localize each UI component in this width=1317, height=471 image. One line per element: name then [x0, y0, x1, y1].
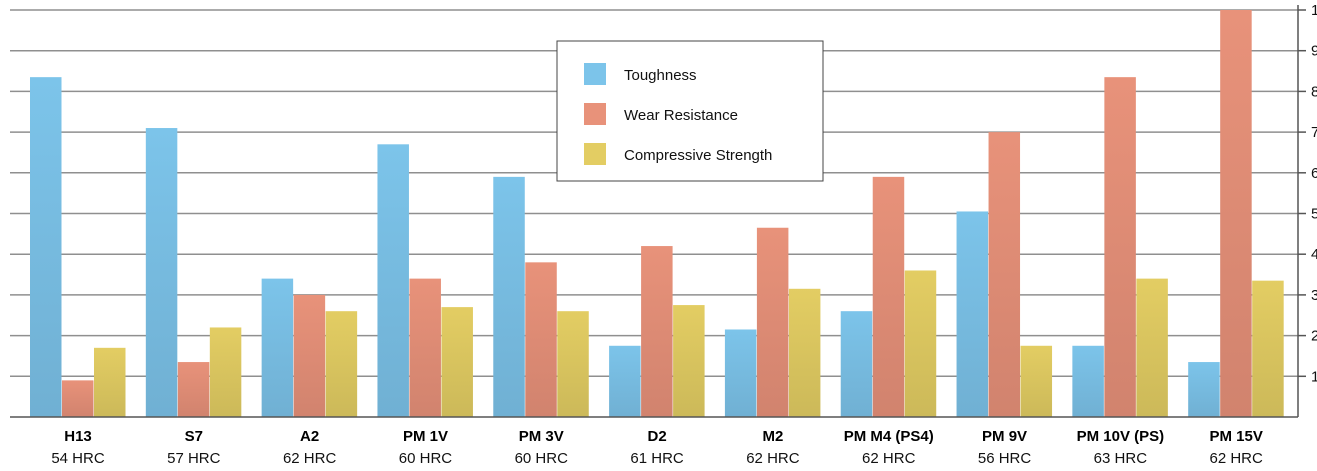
bar-wear-resistance-s7	[177, 362, 210, 417]
y-tick-label: 1	[1311, 368, 1317, 385]
bar-wear-resistance-pm-10v-ps-	[1104, 77, 1136, 417]
category-label: PM 1V	[403, 428, 448, 445]
y-tick-label: 2	[1311, 328, 1317, 345]
bar-wear-resistance-pm-3v	[525, 262, 557, 417]
bar-toughness-m2	[724, 329, 757, 417]
bar-wear-resistance-pm-15v	[1220, 10, 1252, 417]
category-label: M2	[762, 428, 783, 445]
legend-label: Compressive Strength	[624, 147, 772, 164]
y-tick-label: 8	[1311, 83, 1317, 100]
category-sublabel: 62 HRC	[862, 450, 916, 467]
category-label: A2	[300, 428, 319, 445]
bar-toughness-pm-3v	[493, 176, 525, 417]
bar-compressive-strength-pm-15v	[1252, 280, 1284, 417]
category-label: PM 3V	[519, 428, 564, 445]
bar-toughness-a2	[261, 278, 294, 417]
category-label: D2	[647, 428, 666, 445]
bar-compressive-strength-a2	[325, 311, 358, 417]
bar-toughness-pm-9v	[956, 211, 989, 417]
category-label: S7	[185, 428, 203, 445]
bar-compressive-strength-m2	[788, 288, 821, 417]
category-label: PM M4 (PS4)	[844, 428, 934, 445]
category-sublabel: 57 HRC	[167, 450, 221, 467]
category-sublabel: 56 HRC	[978, 450, 1032, 467]
bar-toughness-pm-1v	[377, 144, 409, 417]
legend-swatch	[584, 63, 606, 85]
bar-toughness-pm-m4-ps4-	[840, 311, 873, 417]
legend-swatch	[584, 143, 606, 165]
bar-wear-resistance-pm-9v	[988, 132, 1021, 417]
bar-wear-resistance-pm-m4-ps4-	[872, 176, 905, 417]
bar-compressive-strength-pm-m4-ps4-	[904, 270, 937, 417]
legend-swatch	[584, 103, 606, 125]
category-sublabel: 60 HRC	[515, 450, 569, 467]
category-sublabel: 61 HRC	[630, 450, 684, 467]
category-label: PM 9V	[982, 428, 1027, 445]
category-sublabel: 60 HRC	[399, 450, 453, 467]
bar-compressive-strength-pm-1v	[441, 307, 473, 417]
bar-toughness-d2	[609, 345, 641, 417]
y-tick-label: 4	[1311, 246, 1317, 263]
category-sublabel: 62 HRC	[746, 450, 800, 467]
y-tick-label: 6	[1311, 165, 1317, 182]
bar-compressive-strength-pm-10v-ps-	[1136, 278, 1168, 417]
bar-wear-resistance-d2	[641, 246, 673, 417]
bar-compressive-strength-pm-9v	[1020, 345, 1053, 417]
y-tick-label: 10	[1311, 2, 1317, 19]
bar-compressive-strength-h13	[94, 347, 126, 417]
y-tick-labels: 1 2 3 4 5 6 7 8 9 10	[1298, 2, 1317, 385]
bar-toughness-pm-15v	[1188, 362, 1220, 417]
bar-wear-resistance-h13	[62, 380, 94, 417]
x-tick-labels: H13 54 HRC S7 57 HRC A2 62 HRC PM 1V 60 HRC PM 3…	[51, 428, 1263, 467]
legend: Toughness Wear Resistance Compressive Stre…	[556, 40, 824, 182]
category-label: PM 15V	[1210, 428, 1263, 445]
category-sublabel: 62 HRC	[283, 450, 337, 467]
category-label: PM 10V (PS)	[1077, 428, 1165, 445]
bar-toughness-h13	[30, 77, 62, 417]
category-sublabel: 62 HRC	[1210, 450, 1264, 467]
bar-toughness-pm-10v-ps-	[1072, 345, 1104, 417]
bars	[30, 10, 1284, 417]
bar-compressive-strength-s7	[209, 327, 242, 417]
bar-wear-resistance-a2	[293, 294, 326, 417]
category-sublabel: 54 HRC	[51, 450, 105, 467]
category-sublabel: 63 HRC	[1094, 450, 1148, 467]
legend-label: Toughness	[624, 67, 697, 84]
y-tick-label: 5	[1311, 206, 1317, 223]
bar-wear-resistance-pm-1v	[409, 278, 441, 417]
y-tick-label: 3	[1311, 287, 1317, 304]
bar-wear-resistance-m2	[756, 227, 789, 417]
legend-label: Wear Resistance	[624, 107, 738, 124]
bar-compressive-strength-pm-3v	[557, 311, 589, 417]
y-tick-label: 9	[1311, 43, 1317, 60]
category-label: H13	[64, 428, 92, 445]
bar-toughness-s7	[145, 128, 178, 417]
y-tick-label: 7	[1311, 124, 1317, 141]
bar-compressive-strength-d2	[673, 305, 705, 417]
